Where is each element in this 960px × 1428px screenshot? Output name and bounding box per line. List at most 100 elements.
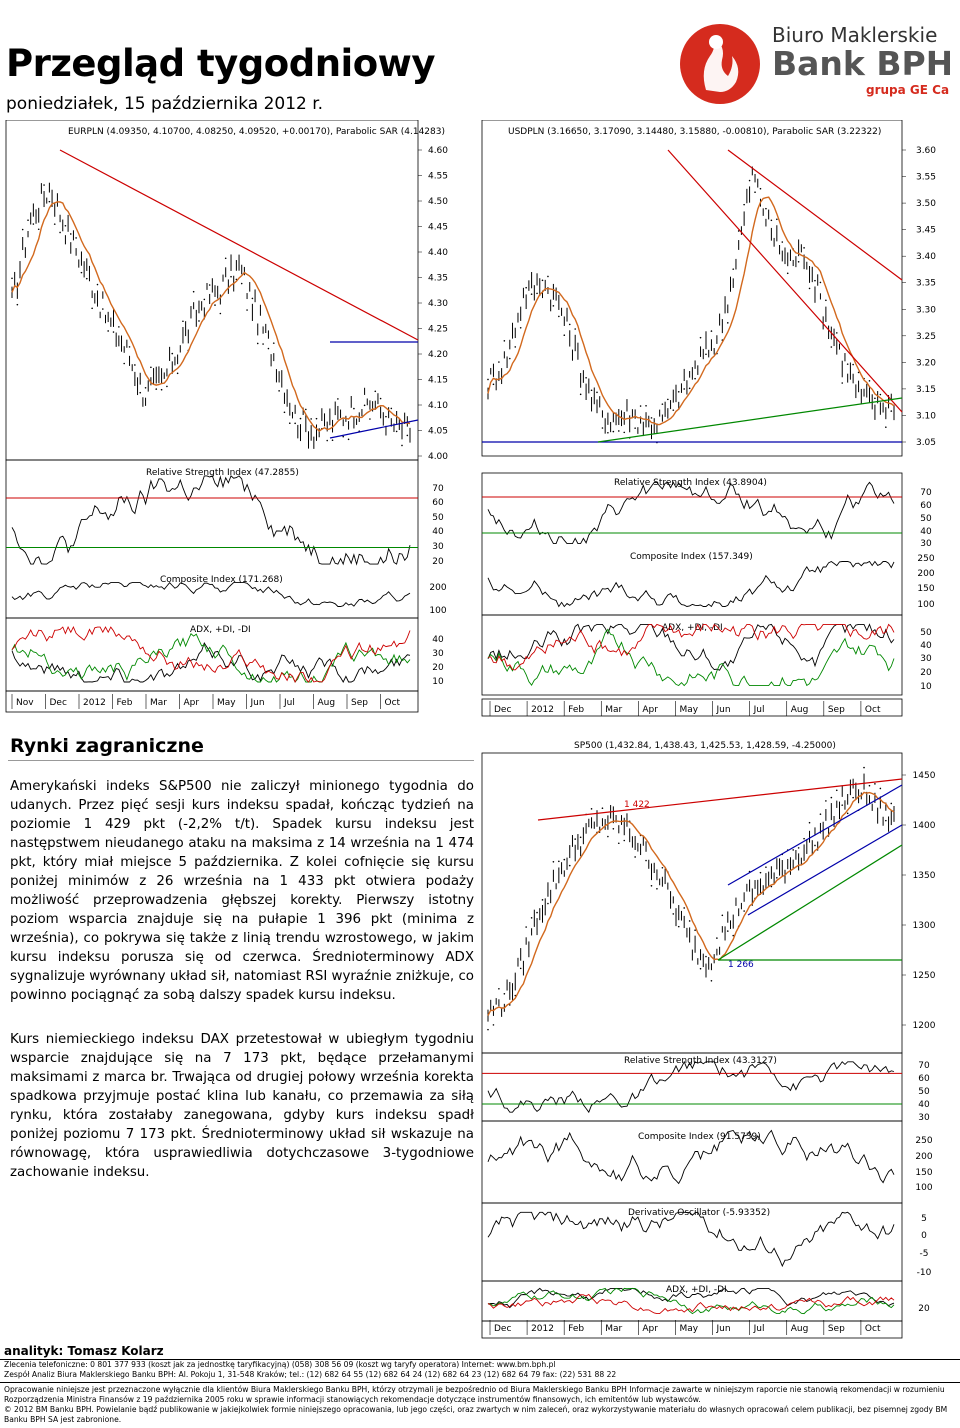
sar-dot	[890, 802, 893, 805]
sar-dot	[69, 233, 72, 235]
indicator-line	[487, 628, 895, 687]
sar-dot	[797, 261, 800, 263]
sar-dot	[776, 877, 778, 879]
sar-dot	[568, 323, 571, 326]
sar-dot	[401, 444, 403, 447]
sar-dot	[230, 275, 232, 278]
usdpln-chart: USDPLN (3.16650, 3.17090, 3.14480, 3.158…	[478, 120, 960, 720]
sar-dot	[776, 218, 778, 221]
sar-dot	[492, 383, 495, 386]
price-tick-label: 4.15	[428, 376, 448, 386]
month-tick-label: Jun	[716, 705, 731, 715]
indicator-tick-label: 10	[432, 677, 444, 687]
sar-dot	[299, 417, 302, 420]
indicator-tick-label: 250	[915, 1136, 932, 1146]
sar-dot	[32, 223, 35, 225]
footer-divider	[0, 1359, 960, 1360]
month-tick-label: Feb	[568, 1324, 584, 1334]
price-tick-label: 1400	[913, 821, 936, 831]
sar-dot	[590, 389, 593, 392]
indicator-label: Composite Index (91.5739)	[638, 1132, 761, 1142]
channel-top-line	[727, 784, 903, 886]
price-tick-label: 1200	[913, 1021, 936, 1031]
indicator-tick-label: 30	[432, 649, 444, 659]
sar-dot	[64, 224, 67, 227]
indicator-tick-label: 20	[918, 1304, 930, 1314]
month-tick-label: 2012	[531, 705, 554, 715]
sar-dot	[579, 393, 582, 396]
footer-copyright-2: Banku BPH SA jest zabronione.	[4, 1415, 122, 1424]
price-tick-label: 3.55	[916, 173, 936, 183]
sar-dot	[246, 309, 248, 311]
sar-dot	[617, 430, 620, 432]
sar-dot	[743, 203, 745, 206]
sar-dot	[224, 257, 227, 260]
indicator-tick-label: -10	[917, 1268, 932, 1278]
sar-dot	[612, 827, 615, 830]
sar-dot	[672, 409, 675, 411]
sar-dot	[721, 914, 724, 917]
sar-dot	[830, 796, 833, 799]
downtrend-line	[59, 149, 419, 341]
sar-dot	[803, 247, 805, 249]
indicator-tick-label: 250	[917, 554, 934, 564]
sar-dot	[770, 219, 773, 222]
indicator-line	[487, 1060, 895, 1114]
price-tick-label: 4.20	[428, 350, 448, 360]
sar-dot	[574, 328, 576, 330]
sar-dot	[601, 807, 604, 810]
month-tick-label: Jul	[753, 705, 765, 715]
sar-dot	[607, 431, 609, 434]
indicator-line	[487, 481, 895, 545]
sar-dot	[214, 304, 216, 306]
logo-line-1: Biuro Maklerskie	[772, 23, 937, 47]
sar-dot	[369, 418, 371, 420]
footer-disclaimer-2: Rozporządzenia Ministra Finansów z 19 pa…	[4, 1395, 701, 1404]
sar-dot	[48, 200, 51, 203]
sar-dot	[192, 290, 195, 293]
sar-dot	[498, 361, 500, 363]
indicator-line	[487, 623, 895, 671]
indicator-tick-label: 200	[917, 569, 934, 579]
sar-dot	[759, 187, 762, 190]
sar-dot	[278, 390, 280, 392]
footer-divider-2	[0, 1382, 960, 1383]
indicator-label: Composite Index (157.349)	[630, 552, 753, 562]
sar-dot	[541, 899, 544, 901]
sar-dot	[857, 371, 860, 374]
sar-dot	[134, 364, 136, 366]
sar-dot	[347, 438, 350, 441]
indicator-tick-label: 40	[432, 527, 444, 537]
sar-dot	[123, 362, 125, 365]
sar-dot	[363, 404, 366, 407]
indicator-tick-label: 50	[920, 514, 932, 524]
sar-dot	[96, 283, 99, 286]
month-tick-label: Oct	[385, 698, 401, 708]
indicator-tick-label: 10	[920, 682, 932, 692]
month-tick-label: Aug	[791, 705, 809, 715]
sar-dot	[868, 380, 871, 382]
sar-dot	[198, 320, 200, 322]
sar-dot	[395, 430, 398, 433]
sar-dot	[623, 839, 626, 842]
price-tick-label: 3.25	[916, 332, 936, 342]
sar-dot	[879, 393, 882, 396]
sar-dot	[498, 988, 500, 990]
sar-dot	[139, 391, 142, 394]
sar-dot	[781, 241, 784, 243]
sar-dot	[107, 330, 109, 332]
sar-dot	[808, 821, 811, 824]
section-title: Rynki zagraniczne	[10, 735, 204, 757]
usdpln-title: USDPLN (3.16650, 3.17090, 3.14480, 3.158…	[508, 127, 881, 137]
resistance-line	[537, 778, 903, 821]
sar-dot	[726, 322, 729, 324]
sar-dot	[830, 346, 833, 348]
price-tick-label: 3.20	[916, 358, 936, 368]
sar-dot	[155, 388, 158, 390]
bank-logo: Biuro Maklerskie Bank BPH grupa GE Capit…	[676, 20, 960, 106]
sar-dot	[144, 386, 147, 389]
indicator-line	[487, 1211, 895, 1268]
sar-dot	[552, 861, 555, 863]
sar-dot	[748, 179, 751, 182]
sar-dot	[487, 1028, 489, 1031]
